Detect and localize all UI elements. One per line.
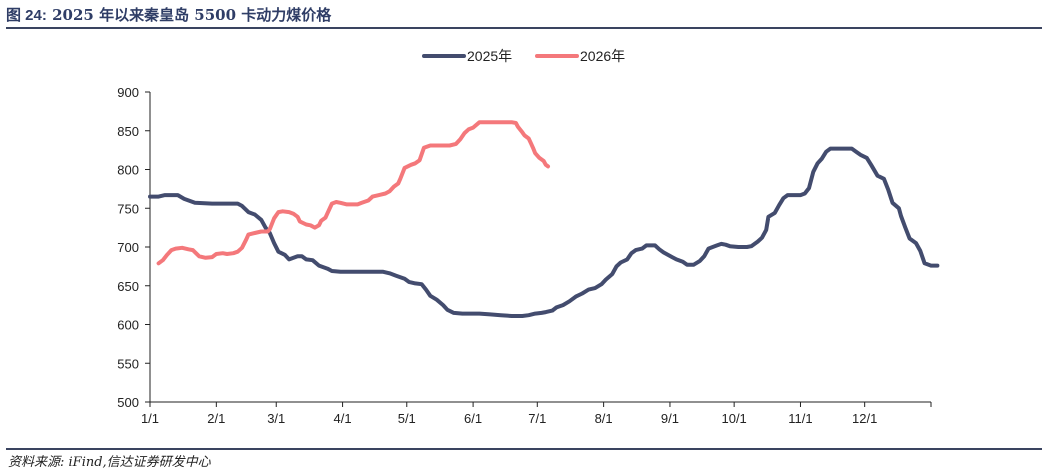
x-tick-label: 1/1 bbox=[141, 411, 159, 426]
legend-label: 2026年 bbox=[580, 48, 625, 64]
legend: 2025年 2026年 bbox=[422, 48, 625, 64]
top-rule bbox=[6, 27, 1042, 29]
y-tick-label: 700 bbox=[117, 240, 139, 255]
x-axis: 1/1 2/1 3/1 4/1 5/1 6/1 7/1 8/1 9/1 10/1 11/1 12/1 bbox=[141, 401, 932, 426]
y-tick-label: 600 bbox=[117, 318, 139, 333]
x-tick-label: 12/1 bbox=[852, 411, 877, 426]
y-tick-label: 550 bbox=[117, 356, 139, 371]
y-tick-label: 850 bbox=[117, 124, 139, 139]
y-tick-label: 500 bbox=[117, 395, 139, 410]
series-line-2026 bbox=[156, 120, 550, 266]
x-tick-label: 6/1 bbox=[464, 411, 482, 426]
y-tick-label: 750 bbox=[117, 201, 139, 216]
source-note: 资料来源: iFind,信达证券研发中心 bbox=[8, 455, 211, 470]
figure-title: 图 24: 2025 年以来秦皇岛 5500 卡动力煤价格 bbox=[6, 4, 331, 25]
x-tick-label: 4/1 bbox=[334, 411, 352, 426]
series-line-2025 bbox=[148, 146, 940, 318]
figure-number: 图 24: bbox=[6, 7, 47, 24]
y-tick-label: 650 bbox=[117, 279, 139, 294]
y-axis: 500 550 600 650 700 750 800 850 900 bbox=[117, 85, 151, 410]
legend-label: 2025年 bbox=[467, 48, 512, 64]
series-layer bbox=[148, 120, 940, 318]
x-tick-label: 10/1 bbox=[721, 411, 746, 426]
x-tick-label: 5/1 bbox=[398, 411, 416, 426]
x-tick-label: 11/1 bbox=[788, 411, 812, 426]
y-tick-label: 900 bbox=[117, 85, 139, 100]
line-chart: 2025年 2026年 500 550 600 650 700 750 800 850 900 1… bbox=[117, 48, 940, 426]
y-tick-label: 800 bbox=[117, 163, 139, 178]
x-tick-label: 7/1 bbox=[528, 411, 546, 426]
figure-title-text: 2025 年以来秦皇岛 5500 卡动力煤价格 bbox=[52, 6, 332, 24]
x-tick-label: 3/1 bbox=[267, 411, 285, 426]
x-tick-label: 8/1 bbox=[595, 411, 613, 426]
x-tick-label: 9/1 bbox=[661, 411, 679, 426]
x-tick-label: 2/1 bbox=[207, 411, 225, 426]
bottom-rule bbox=[6, 448, 1042, 450]
